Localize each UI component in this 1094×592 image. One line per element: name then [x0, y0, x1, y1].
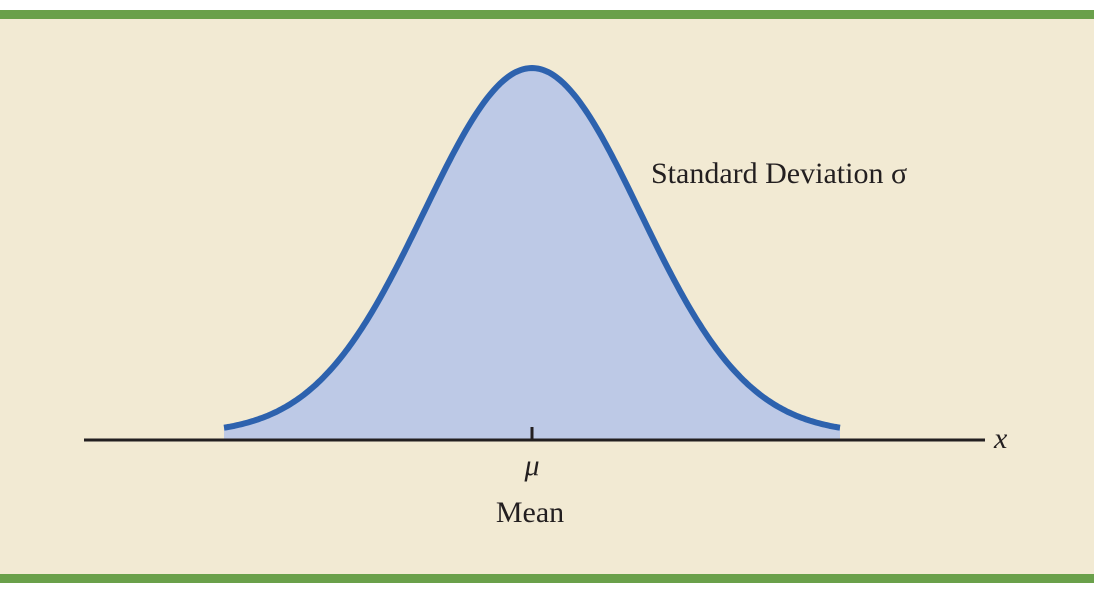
top-green-band [0, 10, 1094, 19]
mean-label: Mean [496, 496, 564, 529]
x-axis-label: x [993, 422, 1008, 455]
curve-area-fill [224, 68, 840, 440]
normal-curve-line [223, 64, 841, 431]
bottom-green-band [0, 574, 1094, 583]
std-dev-label: Standard Deviation σ [651, 157, 907, 190]
mu-label: μ [523, 449, 539, 482]
